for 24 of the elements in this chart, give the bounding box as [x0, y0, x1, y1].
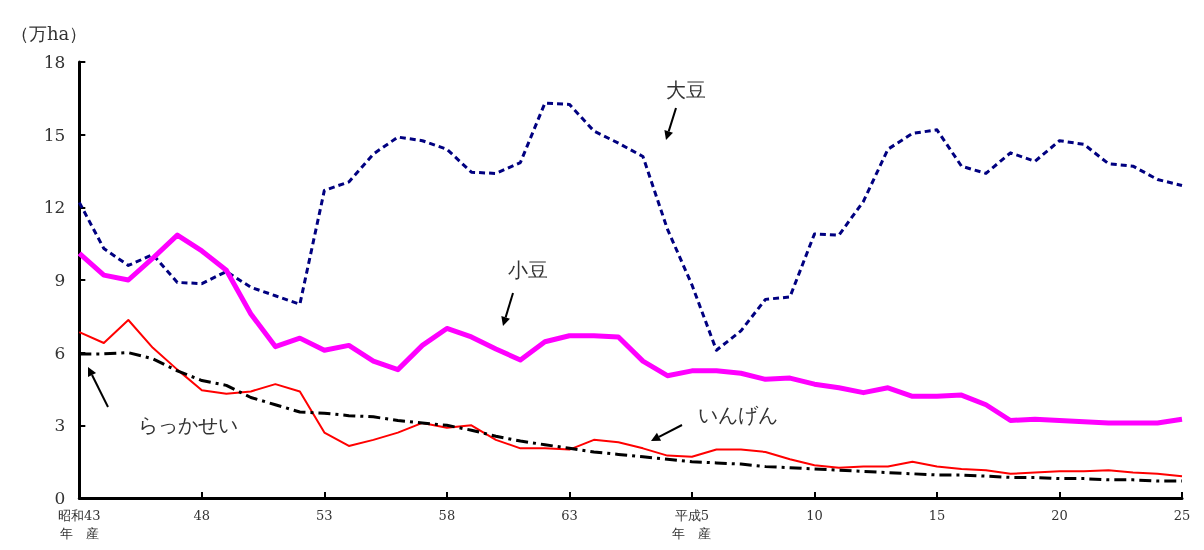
x-tick-label: 10: [806, 507, 823, 523]
y-tick-label: 12: [43, 197, 66, 218]
text: 大豆: [666, 78, 706, 102]
x-tick-label: 昭和43 年 産: [58, 507, 101, 541]
x-tick-label: 平成5 年 産: [672, 507, 712, 541]
x-tick-label: 15: [928, 507, 946, 523]
y-tick-label: 3: [54, 415, 66, 436]
y-tick-label: 0: [54, 488, 66, 508]
y-tick-label: 18: [43, 52, 66, 72]
line-series: [78, 318, 1183, 478]
x-tick-label: 63: [561, 507, 578, 523]
series-label: いんげん: [698, 403, 778, 427]
y-tick-label: 15: [43, 124, 66, 145]
x-tick-label: 53: [316, 507, 333, 523]
line-series: [77, 101, 1184, 352]
y-axis-title: （万ha）: [11, 22, 88, 44]
x-tick-label: 58: [438, 507, 456, 523]
x-tick-label: 25: [1173, 507, 1191, 523]
x-tick-label: 48: [193, 507, 211, 523]
y-tick-label: 6: [54, 342, 66, 363]
x-tick-label: 20: [1051, 507, 1068, 523]
series-label: らっかせい: [138, 413, 238, 437]
text: 小豆: [508, 258, 548, 282]
y-tick-label: 9: [54, 270, 66, 290]
